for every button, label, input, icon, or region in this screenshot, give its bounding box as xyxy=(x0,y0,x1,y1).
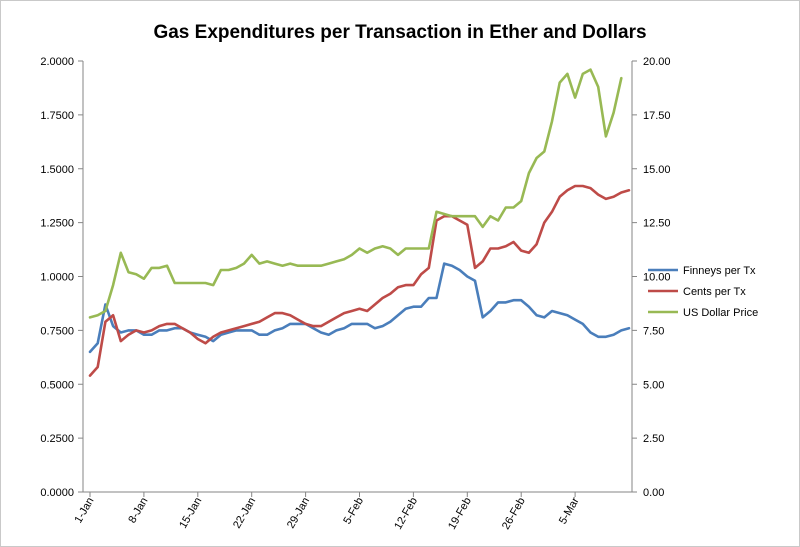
legend-label-us-dollar-price: US Dollar Price xyxy=(683,307,758,319)
us-dollar-priceline xyxy=(88,68,623,319)
right-axis-tick-label: 10.00 xyxy=(643,272,671,284)
left-axis-tick-label: 0.2500 xyxy=(40,433,74,445)
left-axis-tick-label: 0.0000 xyxy=(40,487,74,499)
legend: Finneys per Tx Cents per Tx US Dollar Pric… xyxy=(648,265,758,319)
x-axis-tick-label: 1-Jan xyxy=(72,496,96,526)
right-axis-tick-label: 0.00 xyxy=(643,487,664,499)
x-axis-tick-label: 5-Feb xyxy=(341,496,366,527)
x-axis-tick-label: 5-Mar xyxy=(557,495,582,526)
left-axis-tick-label: 2.0000 xyxy=(40,56,74,68)
axes: 0.0000 0.2500 0.5000 0.7500 1.0000 1.2500 1.50… xyxy=(40,56,670,532)
cents-per-txline xyxy=(88,184,631,377)
right-axis-tick-label: 15.00 xyxy=(643,164,671,176)
x-axis-tick-label: 19-Feb xyxy=(446,496,474,532)
left-axis-tick-label: 0.5000 xyxy=(40,379,74,391)
right-axis-tick-label: 12.50 xyxy=(643,218,671,230)
right-axis-tick-label: 20.00 xyxy=(643,56,671,68)
left-axis-tick-label: 1.2500 xyxy=(40,218,74,230)
x-axis-tick-label: 29-Jan xyxy=(285,496,312,531)
x-axis-tick-label: 15-Jan xyxy=(177,496,204,531)
left-axis-tick-label: 0.7500 xyxy=(40,325,74,337)
right-axis-tick-label: 5.00 xyxy=(643,379,664,391)
left-axis-tick-label: 1.0000 xyxy=(40,272,74,284)
x-axis-tick-label: 12-Feb xyxy=(392,496,420,532)
x-axis-tick-label: 8-Jan xyxy=(126,496,150,526)
left-axis-tick-label: 1.5000 xyxy=(40,164,74,176)
legend-label-finneys-per-tx: Finneys per Tx xyxy=(683,265,756,277)
right-axis-tick-label: 17.50 xyxy=(643,110,671,122)
left-axis-tick-label: 1.7500 xyxy=(40,110,74,122)
chart-title: Gas Expenditures per Transaction in Ethe… xyxy=(153,22,646,43)
x-axis-tick-label: 22-Jan xyxy=(231,496,258,531)
right-axis-tick-label: 7.50 xyxy=(643,325,664,337)
legend-label-cents-per-tx: Cents per Tx xyxy=(683,286,746,298)
right-axis-tick-label: 2.50 xyxy=(643,433,664,445)
series-layer xyxy=(88,68,631,377)
x-axis-tick-label: 26-Feb xyxy=(500,496,528,532)
